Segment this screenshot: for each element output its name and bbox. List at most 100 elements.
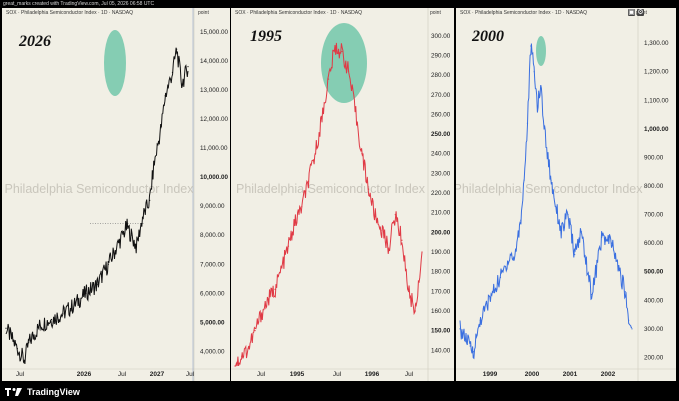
- unit-label: point: [430, 10, 441, 16]
- x-tick-label: 2027: [150, 371, 165, 378]
- data-point: [401, 239, 403, 241]
- footer-bar: TradingView: [0, 384, 679, 401]
- data-point: [624, 291, 626, 293]
- data-point: [489, 296, 491, 299]
- y-tick-label: 260.00: [431, 111, 451, 118]
- data-point: [523, 179, 525, 181]
- data-point: [153, 164, 155, 167]
- data-point: [469, 345, 471, 347]
- data-point: [530, 45, 532, 47]
- x-tick-label: 2001: [563, 371, 578, 378]
- chart-panel-2026: 15,000.00 14,000.00 13,000.00 12,000.00 11,0…: [2, 8, 230, 381]
- x-tick-label: 1999: [483, 371, 498, 378]
- y-tick-label: 220.00: [431, 190, 451, 197]
- data-point: [287, 245, 290, 247]
- y-tick-label: 11,000.00: [200, 145, 228, 152]
- data-point: [261, 312, 263, 314]
- data-point: [314, 153, 316, 155]
- watermark-text: Philadelphia Semiconductor Index: [456, 182, 643, 196]
- x-tick-label: Jul: [186, 371, 195, 378]
- settings-icon[interactable]: ⚙: [637, 9, 644, 16]
- data-point: [361, 153, 363, 155]
- data-point: [347, 70, 350, 72]
- data-point: [459, 328, 461, 330]
- data-point: [533, 71, 535, 73]
- peak-highlight-ellipse: [536, 36, 546, 66]
- data-point: [23, 359, 26, 361]
- y-tick-label: 600.00: [644, 240, 664, 247]
- y-tick-label: 13,000.00: [200, 87, 229, 94]
- price-series-line: [459, 43, 633, 360]
- y-tick-label: 300.00: [431, 33, 451, 40]
- watermark-text: Philadelphia Semiconductor Index: [236, 182, 426, 196]
- unit-label: point: [198, 10, 209, 16]
- y-tick-label: 190.00: [431, 249, 451, 256]
- data-point: [281, 267, 283, 269]
- data-point: [550, 179, 552, 181]
- symbol-label: SOX · Philadelphia Semiconductor Index ·…: [235, 10, 362, 16]
- data-point: [513, 259, 515, 261]
- brand-name: TradingView: [27, 387, 80, 397]
- data-point: [176, 48, 178, 50]
- data-point: [28, 342, 30, 344]
- y-tick-label: 10,000.00: [200, 174, 229, 181]
- y-tick-label: 1,300.00: [644, 40, 669, 47]
- data-point: [119, 240, 121, 242]
- data-point: [321, 117, 323, 119]
- y-tick-label: 170.00: [431, 288, 451, 295]
- data-point: [247, 347, 249, 349]
- x-tick-label: Jul: [118, 371, 127, 378]
- chart-svg-2000: 1,300.00 1,200.00 1,100.00 1,000.00 900.00 80…: [456, 8, 676, 381]
- data-point: [334, 47, 336, 49]
- chart-panel-1995: 300.00 290.00 280.00 270.00 260.00 250.00 240.…: [231, 8, 454, 381]
- y-tick-label: 14,000.00: [200, 58, 229, 65]
- y-tick-label: 8,000.00: [200, 232, 225, 239]
- y-tick-label: 270.00: [431, 92, 451, 99]
- y-tick-label: 210.00: [431, 210, 451, 217]
- data-point: [567, 213, 569, 216]
- big-year-label: 1995: [250, 28, 282, 45]
- y-tick-label: 1,100.00: [644, 97, 669, 104]
- data-point: [590, 293, 593, 296]
- y-tick-label: 240.00: [431, 151, 451, 158]
- camera-icon[interactable]: ▣: [628, 9, 635, 16]
- chart-panel-2000: 1,300.00 1,200.00 1,100.00 1,000.00 900.00 80…: [456, 8, 676, 381]
- data-point: [520, 219, 522, 221]
- data-point: [164, 95, 166, 97]
- data-point: [421, 251, 423, 253]
- y-tick-label: 140.00: [431, 347, 451, 354]
- data-point: [499, 276, 502, 279]
- y-tick-label: 290.00: [431, 52, 451, 59]
- x-tick-label: Jul: [333, 371, 342, 378]
- data-point: [381, 229, 383, 231]
- data-point: [62, 313, 64, 315]
- data-point: [234, 365, 236, 367]
- data-point: [536, 105, 539, 107]
- data-point: [631, 328, 633, 330]
- data-point: [73, 304, 75, 306]
- data-point: [374, 216, 376, 218]
- x-tick-label: Jul: [16, 371, 25, 378]
- tradingview-logo-icon: [5, 388, 22, 396]
- data-point: [543, 128, 545, 130]
- data-point: [540, 85, 542, 87]
- data-point: [187, 66, 189, 68]
- y-tick-label: 900.00: [644, 154, 664, 161]
- data-point: [50, 318, 53, 321]
- y-tick-label: 200.00: [431, 229, 451, 236]
- y-tick-label: 1,200.00: [644, 69, 669, 76]
- big-year-label: 2000: [472, 28, 504, 45]
- data-point: [611, 242, 613, 244]
- data-point: [472, 351, 475, 353]
- data-point: [560, 231, 562, 233]
- data-point: [394, 214, 396, 216]
- y-tick-label: 700.00: [644, 212, 664, 219]
- y-tick-label: 280.00: [431, 72, 451, 79]
- y-tick-label: 250.00: [431, 131, 451, 138]
- y-tick-label: 200.00: [644, 354, 664, 361]
- data-point: [241, 355, 243, 357]
- data-point: [580, 231, 583, 233]
- y-tick-label: 150.00: [431, 328, 451, 335]
- data-point: [574, 253, 576, 256]
- data-point: [414, 310, 416, 312]
